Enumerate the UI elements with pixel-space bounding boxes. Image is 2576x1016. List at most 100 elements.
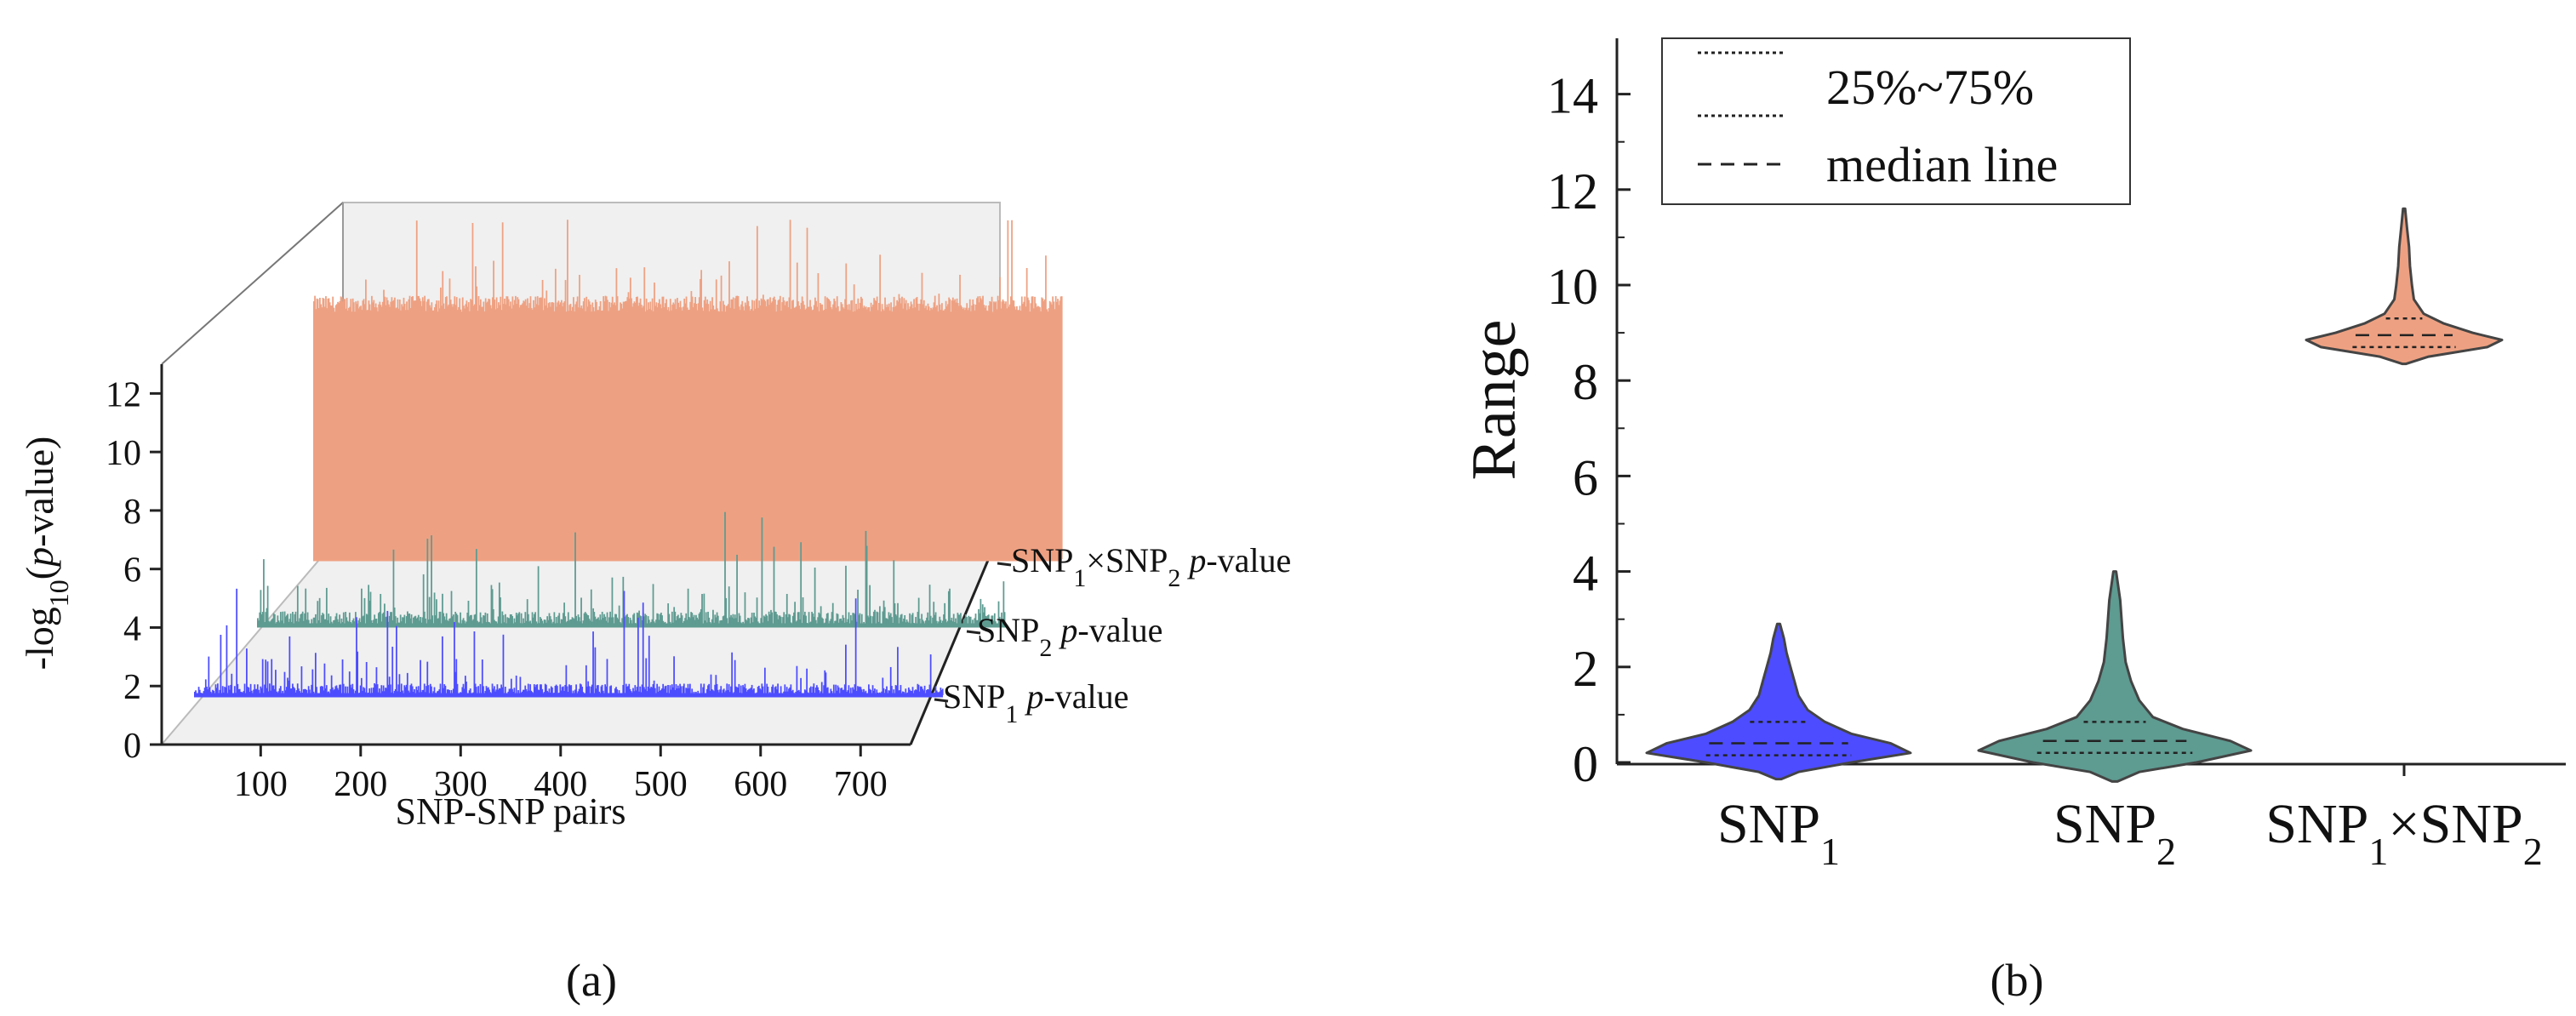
bar <box>995 301 997 559</box>
bar <box>669 621 671 625</box>
bar <box>825 672 827 695</box>
bar <box>288 619 291 625</box>
bar <box>501 687 504 695</box>
bar <box>597 310 598 559</box>
bar <box>576 694 579 695</box>
bar <box>487 301 488 559</box>
bar <box>678 688 680 695</box>
bar <box>605 686 608 695</box>
bar <box>663 688 665 695</box>
bar <box>563 301 566 559</box>
bar <box>1019 305 1021 559</box>
bar <box>1011 220 1013 559</box>
bar <box>845 263 848 559</box>
bar <box>502 304 505 559</box>
bar <box>972 299 974 559</box>
bar <box>671 611 673 625</box>
bar <box>820 606 822 625</box>
bar <box>829 300 831 559</box>
bar <box>466 306 469 559</box>
bar <box>651 619 654 625</box>
bar <box>466 300 468 559</box>
bar <box>684 303 687 559</box>
bar <box>494 621 497 625</box>
bar <box>924 308 926 559</box>
panel-a-floor <box>159 531 1002 745</box>
bar <box>460 692 461 695</box>
bar <box>910 301 912 559</box>
bar <box>728 261 730 559</box>
bar <box>875 693 877 695</box>
bar <box>496 623 499 625</box>
bar <box>537 566 540 625</box>
bar <box>375 667 378 695</box>
bar <box>317 619 320 625</box>
bar <box>1002 581 1005 625</box>
bar <box>760 618 763 625</box>
bar <box>535 684 538 695</box>
bar <box>486 614 488 625</box>
bar <box>530 690 533 695</box>
bar <box>223 692 225 695</box>
bar <box>556 686 558 695</box>
bar <box>346 620 349 625</box>
bar <box>341 659 344 695</box>
bar <box>311 684 313 695</box>
bar <box>898 294 900 559</box>
bar <box>603 301 606 559</box>
bar <box>663 306 665 559</box>
bar <box>426 686 427 695</box>
bar <box>528 303 531 559</box>
bar <box>845 565 847 625</box>
bar <box>421 689 424 695</box>
bar <box>488 689 490 695</box>
bar <box>969 616 972 625</box>
bar <box>545 622 547 625</box>
bar <box>546 616 549 625</box>
bar <box>646 691 648 695</box>
bar <box>582 620 585 625</box>
bar <box>976 298 978 559</box>
bar <box>692 306 694 559</box>
bar <box>379 612 380 625</box>
bar <box>853 613 855 625</box>
bar <box>282 690 284 695</box>
bar <box>973 304 975 559</box>
bar <box>971 305 973 559</box>
violin-body <box>1977 570 2253 783</box>
bar <box>449 300 452 559</box>
bar <box>500 597 501 625</box>
bar <box>897 602 899 625</box>
bar <box>801 623 803 625</box>
bar <box>981 604 984 625</box>
bar <box>697 303 700 559</box>
bar <box>822 694 824 695</box>
bar <box>767 686 769 695</box>
bar <box>814 619 817 625</box>
bar <box>358 618 361 625</box>
bar <box>1024 296 1026 559</box>
bar <box>945 300 947 559</box>
bar <box>976 619 979 625</box>
bar <box>585 296 588 559</box>
bar <box>637 617 639 695</box>
bar <box>717 689 719 695</box>
bar <box>808 694 810 695</box>
bar <box>455 659 458 695</box>
bar <box>1001 612 1002 625</box>
bar <box>889 666 892 695</box>
bar <box>802 596 804 625</box>
bar <box>475 687 477 695</box>
bar <box>405 684 408 695</box>
bar <box>492 608 494 625</box>
bar <box>835 307 837 559</box>
bar <box>390 612 391 625</box>
bar <box>388 304 390 559</box>
bar <box>814 693 816 695</box>
y-tick-label: 4 <box>1573 545 1598 602</box>
bar <box>403 297 405 559</box>
bar <box>508 305 511 559</box>
bar <box>695 304 698 559</box>
bar <box>510 301 511 559</box>
